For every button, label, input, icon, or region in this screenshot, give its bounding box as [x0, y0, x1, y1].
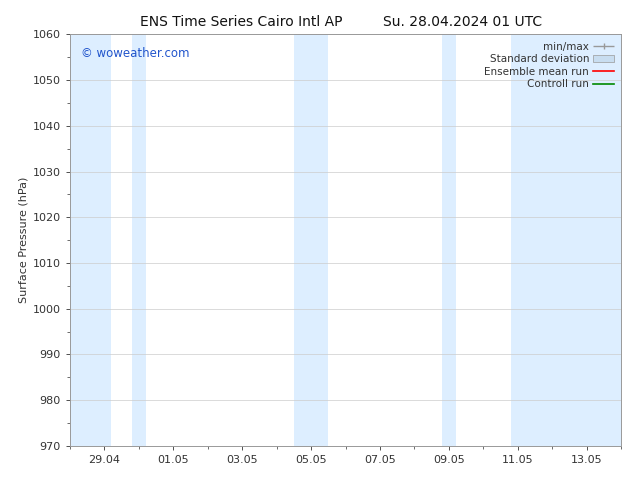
Bar: [294, 34, 328, 446]
Text: ENS Time Series Cairo Intl AP: ENS Time Series Cairo Intl AP: [139, 15, 342, 29]
Bar: [442, 34, 456, 446]
Text: Su. 28.04.2024 01 UTC: Su. 28.04.2024 01 UTC: [384, 15, 542, 29]
Legend: min/max, Standard deviation, Ensemble mean run, Controll run: min/max, Standard deviation, Ensemble me…: [482, 40, 616, 92]
Y-axis label: Surface Pressure (hPa): Surface Pressure (hPa): [18, 177, 29, 303]
Text: © woweather.com: © woweather.com: [81, 47, 190, 60]
Bar: [70, 34, 111, 446]
Bar: [132, 34, 146, 446]
Bar: [511, 34, 621, 446]
